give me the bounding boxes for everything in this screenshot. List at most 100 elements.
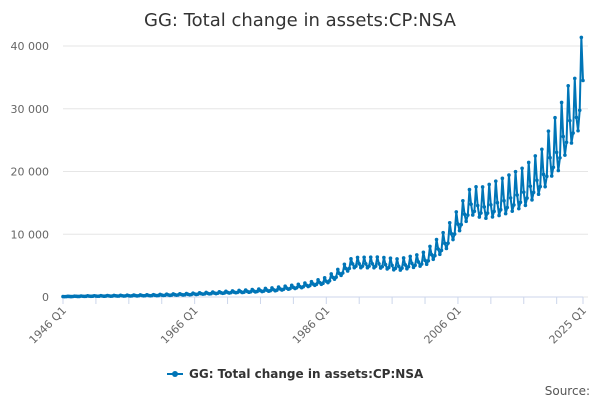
data-point: [340, 271, 345, 275]
data-point: [554, 150, 559, 155]
data-point: [268, 288, 273, 293]
data-point: [380, 264, 385, 269]
data-point: [538, 184, 543, 189]
data-point: [472, 209, 477, 214]
data-point: [406, 264, 411, 269]
data-point: [510, 209, 515, 213]
data-point: [523, 203, 528, 208]
data-point: [368, 255, 373, 259]
data-point: [512, 203, 516, 207]
data-point: [403, 263, 408, 267]
data-point: [533, 154, 538, 158]
legend[interactable]: GG: Total change in assets:CP:NSA: [167, 367, 424, 381]
data-point: [500, 176, 505, 181]
data-point: [288, 286, 292, 291]
data-point: [383, 262, 388, 267]
data-point: [388, 256, 393, 261]
y-tick-label: 0: [42, 291, 49, 304]
data-point: [535, 178, 539, 183]
data-point: [558, 155, 562, 160]
data-point: [428, 244, 432, 249]
data-point: [401, 256, 406, 260]
data-point: [275, 288, 279, 292]
data-point: [321, 281, 325, 286]
data-point: [314, 282, 319, 287]
data-point: [571, 131, 575, 135]
data-point: [454, 210, 459, 214]
data-point: [431, 257, 436, 262]
data-point: [390, 263, 394, 268]
data-point: [327, 279, 332, 283]
data-point: [301, 284, 306, 289]
data-point: [408, 254, 413, 259]
data-point: [336, 267, 340, 272]
y-axis: 0 10 000 20 000 30 000 40 000: [11, 40, 50, 304]
data-point: [347, 266, 352, 271]
data-point: [370, 262, 375, 266]
data-point: [438, 252, 442, 257]
data-point: [469, 202, 473, 206]
data-point: [433, 253, 437, 258]
data-point: [451, 237, 455, 242]
data-point: [498, 207, 503, 212]
data-point: [457, 228, 462, 233]
data-point: [281, 287, 286, 292]
data-point: [308, 283, 312, 288]
data-point: [497, 213, 501, 218]
data-point: [545, 174, 549, 179]
data-point: [459, 222, 464, 227]
data-point: [363, 262, 368, 266]
data-point: [579, 35, 584, 40]
data-point: [525, 196, 529, 200]
data-point: [553, 115, 557, 120]
data-point: [461, 198, 465, 203]
data-point: [475, 203, 480, 208]
data-point: [434, 237, 439, 242]
data-point: [541, 172, 546, 177]
data-point: [503, 211, 508, 216]
data-point: [493, 179, 498, 183]
data-point: [382, 255, 386, 260]
data-point: [413, 263, 417, 268]
data-point: [466, 213, 470, 217]
data-point: [508, 196, 513, 200]
x-tick-label: 2006 Q1: [422, 304, 465, 347]
data-point: [400, 266, 404, 270]
data-point: [515, 193, 519, 197]
data-point: [377, 261, 381, 266]
data-point: [424, 262, 429, 267]
data-point: [543, 184, 547, 189]
data-point: [546, 129, 551, 133]
data-point: [470, 213, 475, 217]
data-point: [395, 257, 399, 261]
y-tick-label: 10 000: [11, 228, 50, 241]
data-point: [322, 276, 327, 280]
data-point: [480, 185, 485, 189]
data-point: [387, 265, 391, 270]
data-point: [442, 241, 447, 246]
data-point: [517, 206, 521, 211]
data-point: [518, 200, 523, 205]
data-point: [530, 198, 534, 202]
data-point: [581, 78, 585, 83]
data-point: [316, 278, 320, 282]
data-point: [446, 241, 450, 245]
data-point: [563, 153, 567, 157]
data-point: [536, 192, 541, 197]
data-point: [566, 83, 570, 88]
data-point: [520, 166, 524, 171]
data-point: [426, 258, 431, 263]
data-point: [479, 211, 483, 215]
data-point: [540, 147, 544, 152]
data-point: [423, 258, 427, 263]
data-point: [577, 108, 582, 113]
gridlines: [63, 45, 588, 298]
data-point: [482, 205, 487, 209]
data-point: [513, 169, 518, 174]
data-point: [487, 182, 492, 187]
data-point: [495, 200, 500, 205]
data-point: [419, 262, 424, 266]
data-point: [349, 257, 353, 261]
